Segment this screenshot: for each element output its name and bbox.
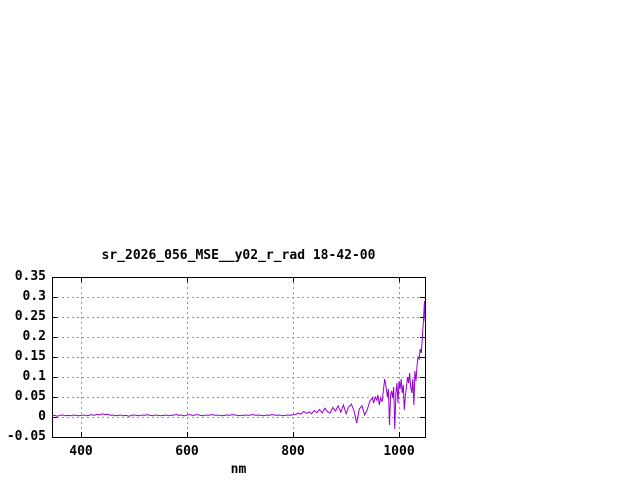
y-tick-label: 0.3: [22, 289, 46, 304]
x-axis-label: nm: [230, 462, 247, 477]
y-tick-label: 0.15: [14, 349, 46, 364]
chart-title: sr_2026_056_MSE__y02_r_rad 18-42-00: [101, 248, 376, 263]
y-tick-label: 0.35: [14, 269, 46, 284]
x-tick-label: 1000: [383, 444, 415, 459]
y-tick-label: -0.05: [6, 429, 46, 444]
y-tick-label: 0.25: [14, 309, 46, 324]
y-tick-label: 0.05: [14, 389, 46, 404]
x-tick-label: 800: [281, 444, 305, 459]
x-tick-label: 600: [175, 444, 199, 459]
data-line: [51, 300, 426, 430]
y-tick-label: 0: [38, 409, 46, 424]
y-tick-label: 0.1: [22, 369, 46, 384]
y-tick-label: 0.2: [22, 329, 46, 344]
x-tick-label: 400: [69, 444, 93, 459]
